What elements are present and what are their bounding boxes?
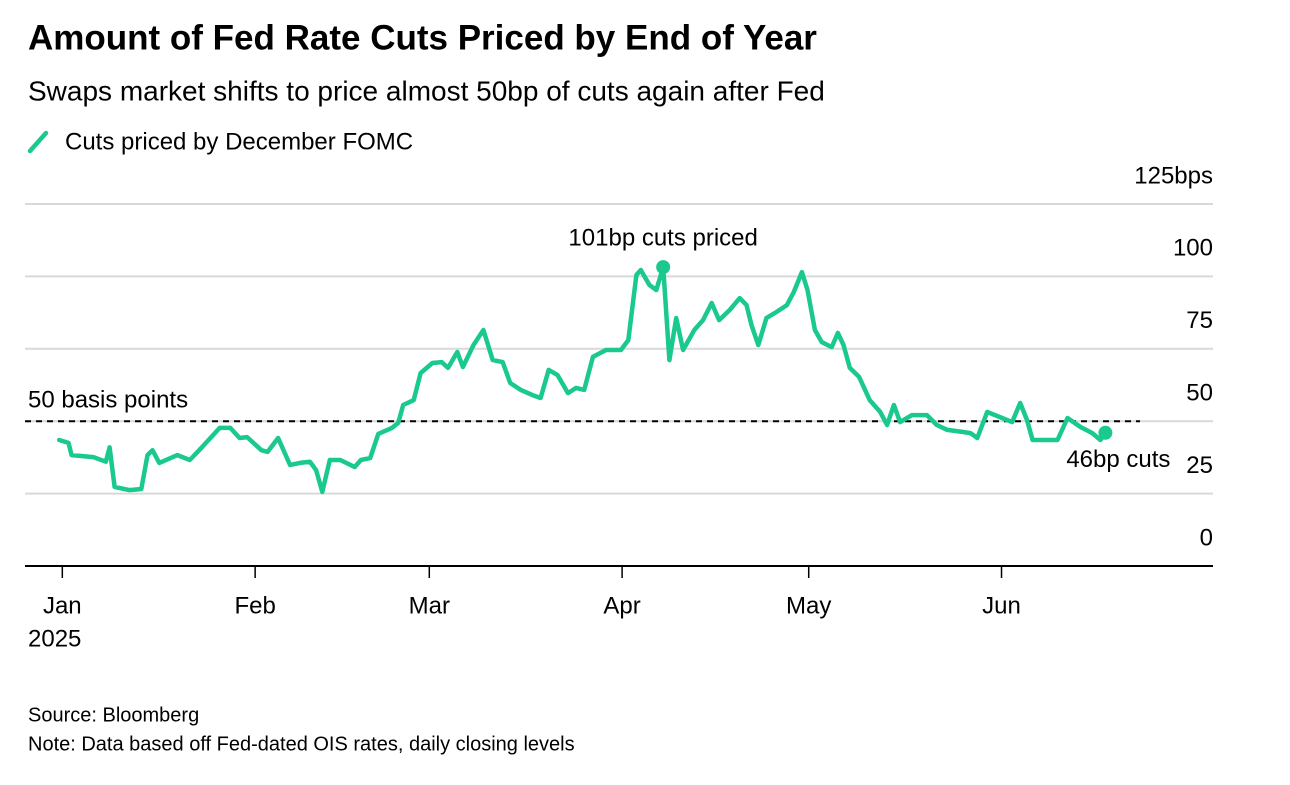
annotation: 46bp cuts — [1066, 446, 1170, 473]
chart-title: Amount of Fed Rate Cuts Priced by End of… — [28, 18, 817, 57]
annotation: 101bp cuts priced — [568, 224, 757, 251]
y-tick-label: 25 — [1186, 452, 1213, 479]
y-tick-label: 0 — [1200, 524, 1213, 551]
x-tick-label: Mar — [409, 592, 450, 619]
source: Source: Bloomberg — [28, 704, 199, 726]
annotation-dot — [656, 260, 671, 275]
data-line — [56, 264, 1108, 495]
chart-subtitle: Swaps market shifts to price almost 50bp… — [28, 75, 825, 106]
y-tick-label: 75 — [1186, 307, 1213, 334]
x-year-label: 2025 — [28, 625, 81, 652]
x-tick-label: Apr — [603, 592, 640, 619]
y-tick-label: 100 — [1173, 235, 1213, 262]
x-tick-label: May — [786, 592, 831, 619]
y-tick-label: 125bps — [1134, 162, 1213, 189]
y-tick-label: 50 — [1186, 380, 1213, 407]
x-tick-label: Jan — [43, 592, 82, 619]
note: Note: Data based off Fed-dated OIS rates… — [28, 733, 575, 755]
x-tick-label: Feb — [234, 592, 275, 619]
reference-line-label: 50 basis points — [28, 387, 188, 414]
annotation-dot — [1098, 425, 1113, 440]
legend-swatch — [27, 130, 49, 154]
x-tick-label: Jun — [982, 592, 1021, 619]
legend-label: Cuts priced by December FOMC — [65, 128, 413, 155]
